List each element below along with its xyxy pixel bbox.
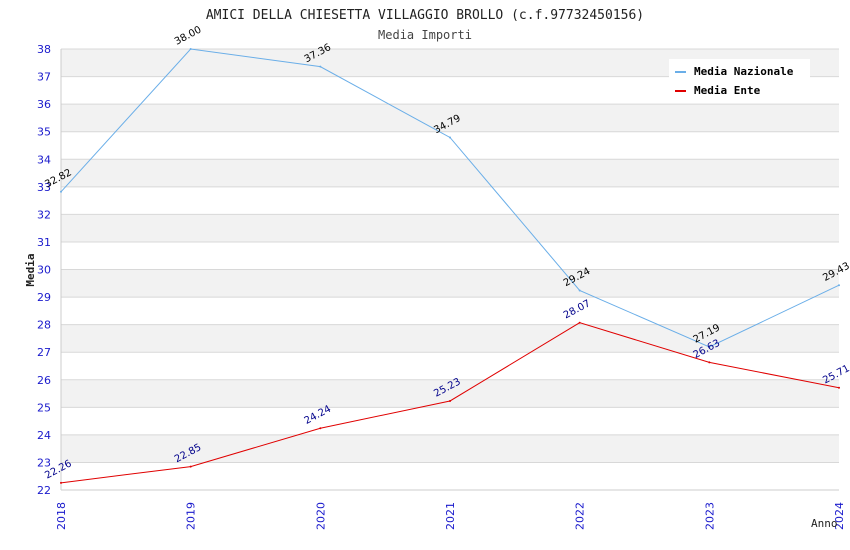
y-tick-label: 36 — [37, 98, 51, 111]
y-tick-label: 23 — [37, 456, 51, 469]
legend: Media Nazionale Media Ente — [669, 59, 810, 100]
y-tick-label: 28 — [37, 319, 51, 332]
y-axis-ticks: 22 23 24 25 26 27 28 29 30 31 32 33 34 35 36 37 38 — [37, 43, 51, 497]
grid-band — [61, 379, 839, 408]
data-point — [449, 136, 451, 139]
y-tick-label: 37 — [37, 71, 51, 84]
y-tick-label: 38 — [37, 43, 51, 56]
y-axis-label: Media — [24, 253, 37, 286]
y-tick-label: 30 — [37, 264, 51, 277]
y-tick-label: 27 — [37, 346, 51, 359]
x-tick-label: 2024 — [833, 502, 846, 530]
y-tick-label: 22 — [37, 484, 51, 497]
grid-band — [61, 462, 839, 490]
data-point — [708, 361, 711, 364]
legend-box — [669, 59, 810, 100]
y-tick-label: 35 — [37, 126, 51, 139]
y-tick-label: 31 — [37, 236, 51, 249]
grid-bands — [61, 49, 839, 490]
x-tick-label: 2023 — [703, 502, 716, 530]
x-axis-label: Anno — [811, 517, 838, 530]
legend-label-media-nazionale: Media Nazionale — [694, 65, 794, 78]
data-point — [319, 65, 322, 68]
data-point — [449, 399, 451, 402]
data-point — [578, 289, 581, 292]
x-tick-label: 2018 — [55, 502, 68, 530]
grid-band — [61, 324, 839, 353]
y-tick-label: 32 — [37, 208, 51, 221]
data-point — [578, 321, 581, 324]
data-point — [708, 345, 711, 348]
data-point — [60, 190, 62, 193]
grid-band — [61, 131, 839, 160]
data-point — [319, 427, 322, 430]
y-tick-label: 33 — [37, 181, 51, 194]
x-axis-ticks: 2018 2019 2020 2021 2022 2023 2024 — [55, 502, 846, 530]
x-tick-label: 2019 — [185, 502, 198, 530]
y-tick-label: 24 — [37, 429, 51, 442]
y-tick-label: 25 — [37, 401, 51, 414]
data-point — [189, 465, 192, 468]
data-label: 38.00 — [173, 24, 203, 47]
data-point — [189, 48, 192, 50]
grid-band — [61, 269, 839, 298]
data-point — [838, 386, 840, 389]
grid-band — [61, 186, 839, 215]
chart-title: AMICI DELLA CHIESETTA VILLAGGIO BROLLO (… — [206, 8, 644, 23]
chart-subtitle: Media Importi — [378, 28, 472, 42]
x-tick-label: 2020 — [314, 502, 327, 530]
x-tick-label: 2021 — [444, 502, 457, 530]
legend-label-media-ente: Media Ente — [694, 84, 761, 97]
grid-band — [61, 159, 839, 187]
grid-band — [61, 214, 839, 242]
series-group — [60, 48, 840, 484]
data-point — [60, 481, 62, 484]
x-tick-label: 2022 — [574, 502, 587, 530]
grid-band — [61, 104, 839, 132]
grid-band — [61, 297, 839, 325]
grid-band — [61, 434, 839, 463]
y-tick-label: 34 — [37, 153, 51, 166]
data-point — [838, 284, 840, 287]
grid-band — [61, 241, 839, 270]
grid-band — [61, 352, 839, 380]
grid-band — [61, 407, 839, 435]
y-tick-label: 26 — [37, 374, 51, 387]
y-tick-label: 29 — [37, 291, 51, 304]
